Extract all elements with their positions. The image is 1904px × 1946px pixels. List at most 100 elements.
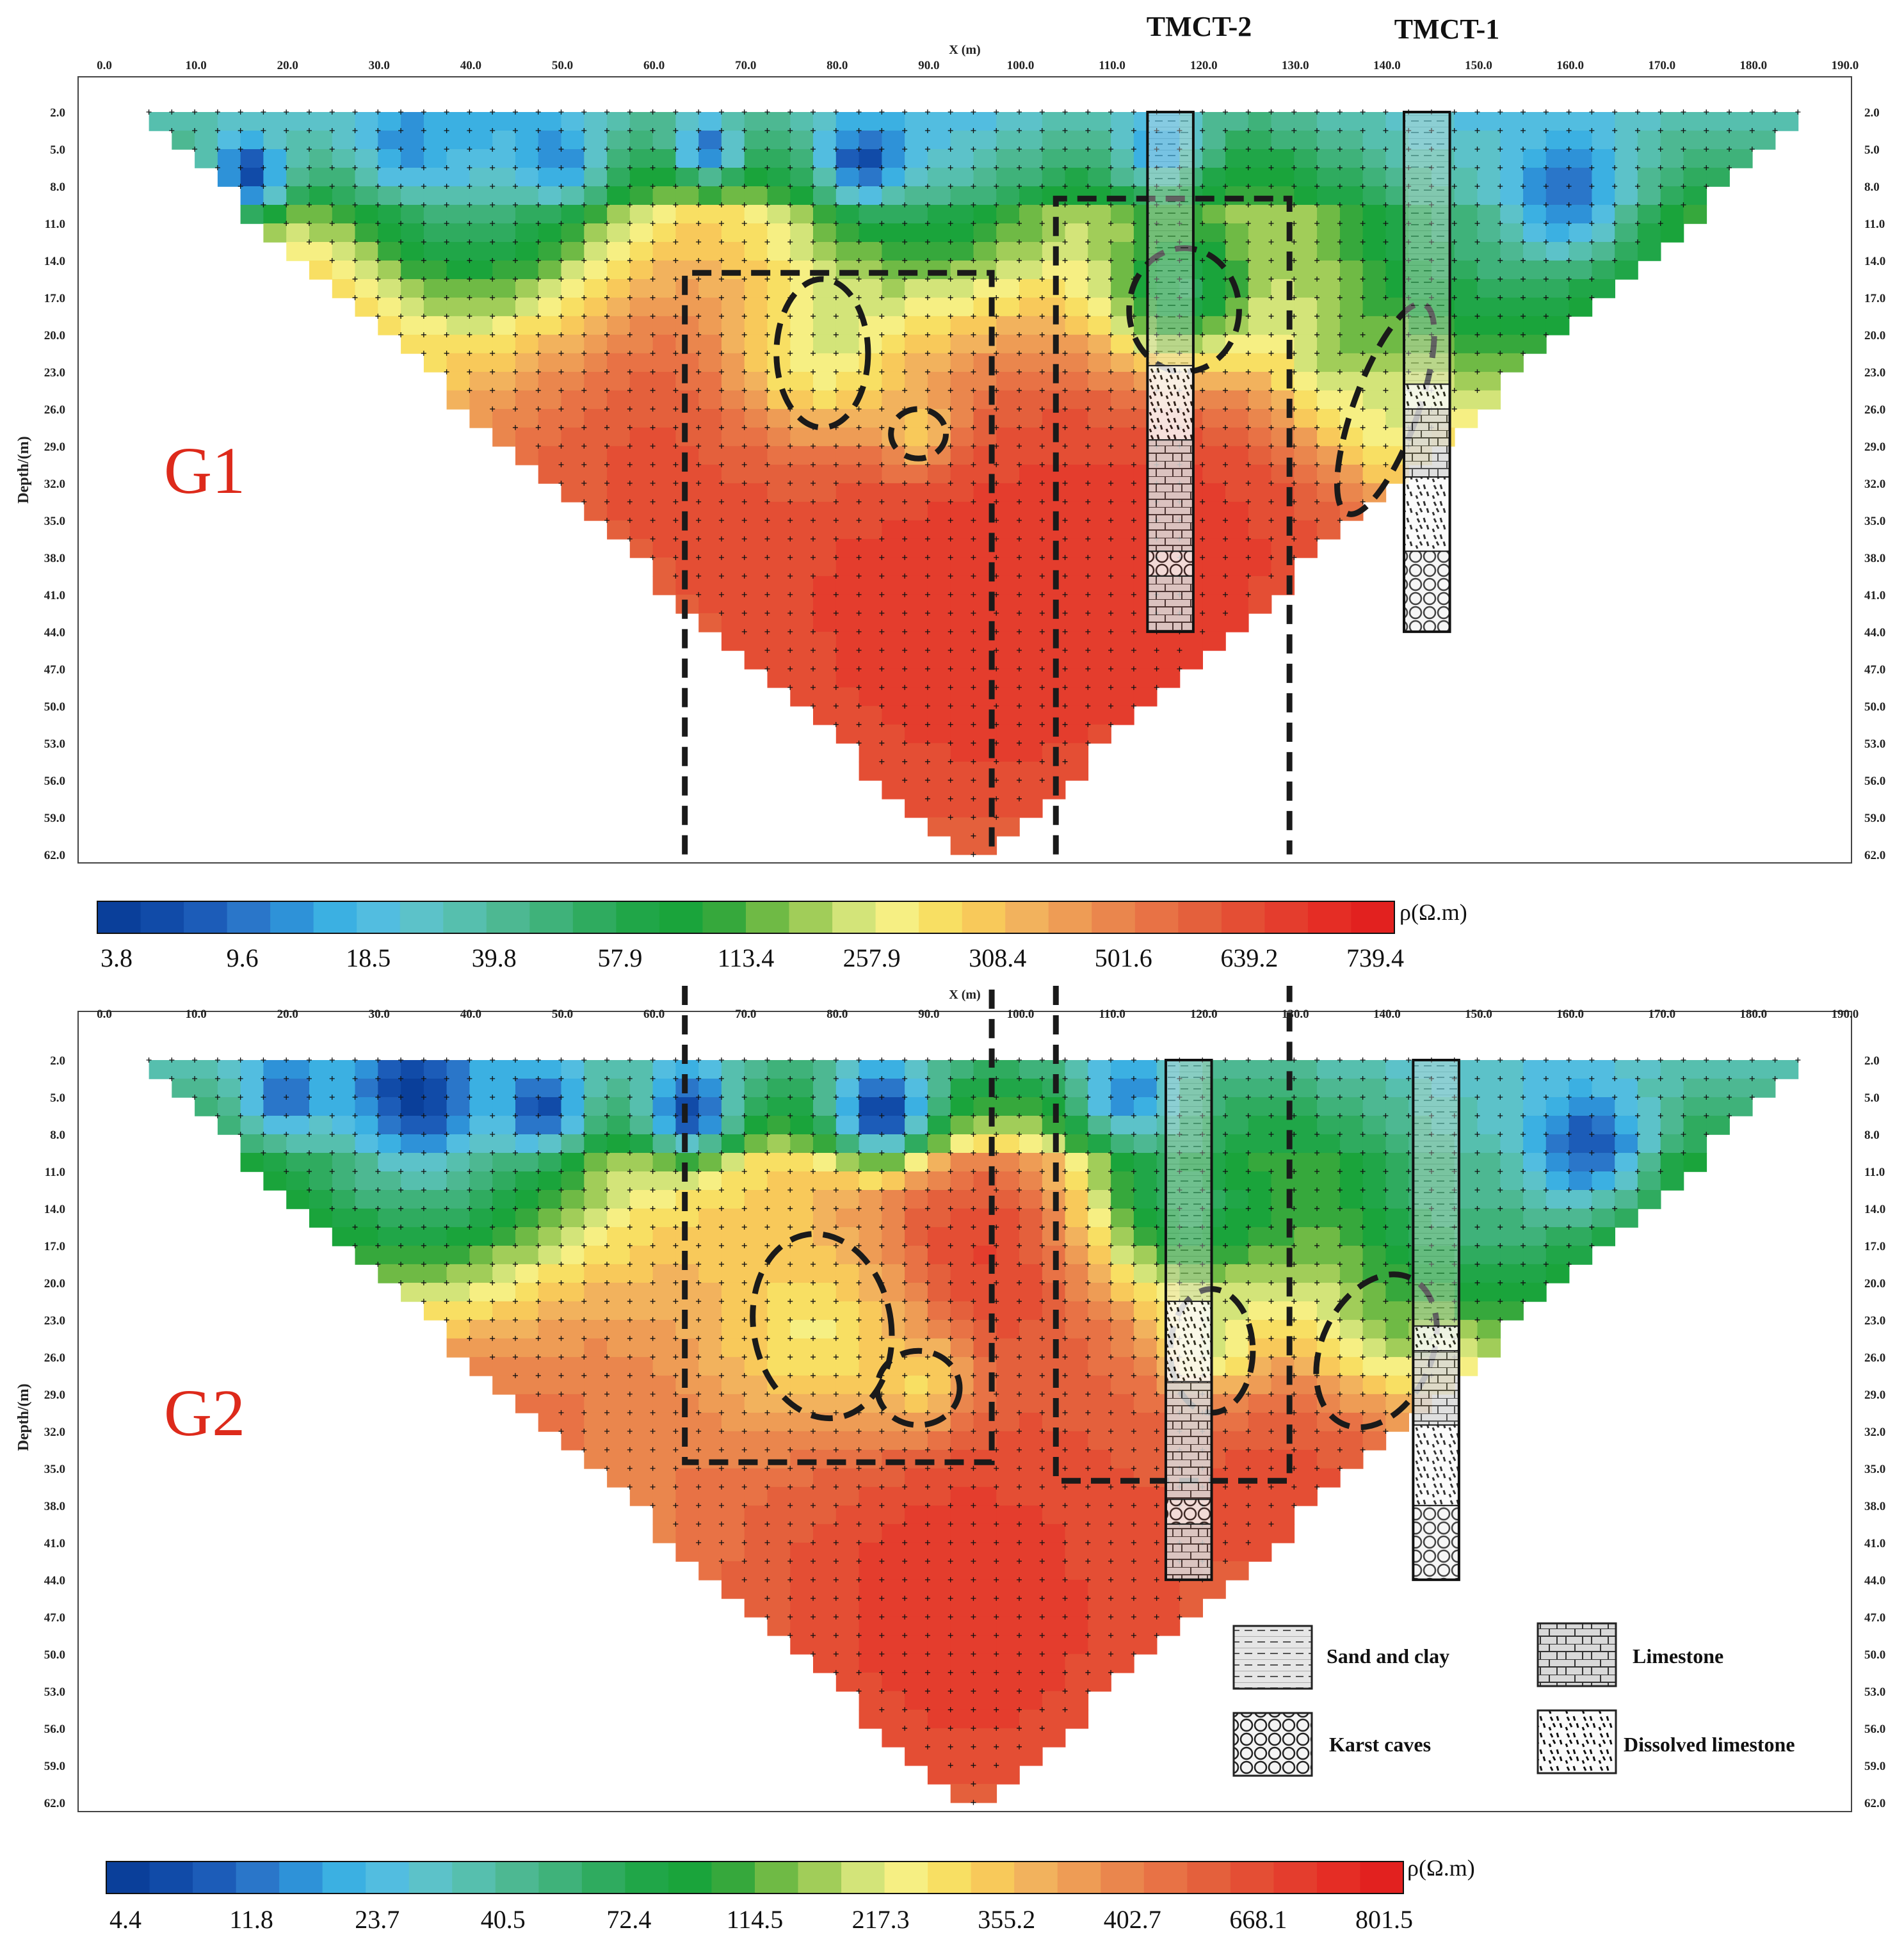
grid-cross: [948, 591, 953, 597]
resistivity-cell: [561, 205, 585, 224]
resistivity-cell: [767, 1264, 791, 1283]
resistivity-cell: [996, 1431, 1020, 1451]
resistivity-cell: [1111, 446, 1134, 465]
grid-cross: [948, 406, 953, 412]
resistivity-cell: [859, 575, 883, 595]
resistivity-cell: [950, 650, 974, 670]
resistivity-cell: [1592, 131, 1615, 150]
resistivity-cell: [1454, 408, 1478, 428]
resistivity-cell: [1111, 631, 1134, 651]
resistivity-cell: [263, 112, 287, 131]
resistivity-cell: [607, 205, 631, 224]
resistivity-cell: [767, 1524, 791, 1543]
resistivity-cell: [882, 668, 905, 688]
resistivity-cell: [1362, 1116, 1387, 1135]
grid-cross: [1017, 127, 1022, 133]
colorbar-swatch: [1178, 901, 1222, 933]
resistivity-cell: [652, 1116, 677, 1135]
resistivity-cell: [1569, 112, 1593, 131]
resistivity-cell: [584, 297, 608, 317]
resistivity-cell: [538, 149, 562, 168]
resistivity-cell: [905, 724, 928, 744]
grid-cross: [329, 220, 335, 226]
resistivity-cell: [1500, 186, 1524, 205]
resistivity-cell: [1523, 131, 1547, 150]
resistivity-cell: [652, 557, 677, 577]
resistivity-cell: [973, 1579, 997, 1599]
resistivity-cell: [1477, 1171, 1501, 1191]
resistivity-cell: [515, 1190, 539, 1209]
resistivity-cell: [1019, 594, 1043, 614]
grid-cross: [1337, 165, 1343, 170]
resistivity-cell: [698, 1542, 722, 1562]
grid-cross: [1245, 369, 1251, 374]
resistivity-cell: [813, 1301, 837, 1321]
resistivity-cell: [721, 223, 745, 243]
grid-cross: [467, 127, 472, 133]
grid-cross: [811, 239, 816, 245]
resistivity-cell: [1317, 1356, 1341, 1376]
grid-cross: [604, 499, 610, 504]
resistivity-cell: [584, 1319, 608, 1339]
resistivity-cell: [1706, 112, 1730, 131]
grid-cross: [1772, 127, 1778, 133]
colorbar-swatch: [140, 901, 184, 933]
grid-cross: [673, 313, 679, 319]
grid-cross: [696, 517, 702, 523]
resistivity-cell: [950, 131, 974, 150]
resistivity-cell: [744, 631, 768, 651]
resistivity-cell: [927, 205, 951, 224]
resistivity-cell: [905, 427, 928, 447]
y-tick-label: 35.0: [1864, 515, 1885, 528]
resistivity-cell: [1339, 149, 1364, 168]
resistivity-cell: [561, 1153, 585, 1172]
resistivity-cell: [675, 168, 699, 187]
resistivity-cell: [629, 297, 654, 317]
resistivity-cell: [355, 1171, 379, 1191]
resistivity-cell: [698, 1134, 722, 1154]
y-tick-label: 32.0: [44, 478, 65, 491]
resistivity-cell: [882, 1264, 905, 1283]
resistivity-cell: [1088, 687, 1111, 707]
resistivity-cell: [1362, 297, 1387, 317]
grid-cross: [1337, 332, 1343, 337]
grid-cross: [741, 239, 747, 245]
borehole-column: [1403, 111, 1451, 633]
resistivity-cell: [1592, 1134, 1615, 1154]
grid-cross: [627, 220, 633, 226]
grid-cross: [741, 499, 747, 504]
grid-cross: [535, 1075, 541, 1081]
resistivity-cell: [790, 1635, 814, 1655]
grid-cross: [261, 1113, 266, 1118]
resistivity-cell: [1500, 131, 1524, 150]
resistivity-cell: [950, 1468, 974, 1488]
resistivity-cell: [1111, 464, 1134, 484]
grid-cross: [1268, 1131, 1274, 1137]
resistivity-cell: [629, 1412, 654, 1432]
grid-cross: [971, 833, 976, 839]
resistivity-cell: [1660, 1116, 1684, 1135]
resistivity-cell: [515, 205, 539, 224]
resistivity-cell: [996, 1691, 1020, 1710]
borehole-outline: [1146, 111, 1195, 633]
resistivity-cell: [492, 353, 516, 373]
resistivity-cell: [1775, 1060, 1799, 1079]
resistivity-cell: [721, 1264, 745, 1283]
resistivity-cell: [629, 316, 654, 335]
grid-cross: [444, 165, 449, 170]
resistivity-cell: [859, 1116, 883, 1135]
resistivity-cell: [813, 446, 837, 465]
grid-cross: [352, 294, 358, 300]
resistivity-cell: [515, 242, 539, 261]
resistivity-cell: [790, 427, 814, 447]
resistivity-cell: [1019, 353, 1043, 373]
resistivity-cell: [561, 149, 585, 168]
resistivity-cell: [309, 1209, 333, 1228]
resistivity-cell: [744, 1505, 768, 1525]
grid-cross: [1039, 1150, 1045, 1155]
grid-cross: [581, 424, 587, 430]
resistivity-cell: [744, 1227, 768, 1246]
resistivity-cell: [1088, 131, 1111, 150]
resistivity-cell: [492, 1171, 516, 1191]
resistivity-cell: [996, 1672, 1020, 1692]
